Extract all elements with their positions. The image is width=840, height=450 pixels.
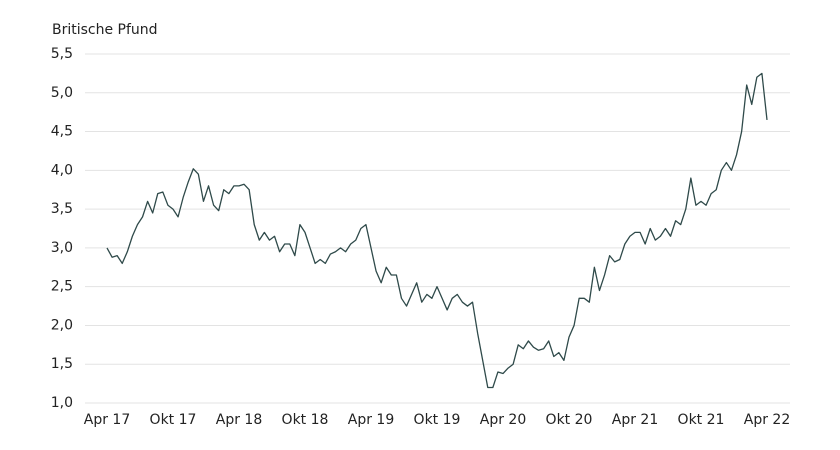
x-tick-label: Apr 21	[612, 412, 658, 428]
x-tick-label: Okt 17	[150, 412, 197, 428]
x-tick-label: Apr 20	[480, 412, 526, 428]
y-tick-label: 3,0	[51, 240, 73, 256]
y-tick-label: 5,0	[51, 85, 73, 101]
line-series	[106, 72, 768, 389]
y-tick-label: 4,5	[51, 124, 73, 140]
x-tick-label: Okt 18	[282, 412, 329, 428]
x-tick-label: Okt 20	[546, 412, 593, 428]
y-tick-label: 5,5	[51, 46, 73, 62]
y-tick-label: 3,5	[51, 201, 73, 217]
x-tick-label: Apr 22	[744, 412, 790, 428]
y-tick-label: 4,0	[51, 162, 73, 178]
x-tick-label: Apr 17	[84, 412, 130, 428]
x-tick-label: Okt 19	[414, 412, 461, 428]
y-axis-title: Britische Pfund	[52, 22, 158, 38]
y-tick-label: 1,0	[51, 395, 73, 411]
y-tick-label: 2,0	[51, 317, 73, 333]
x-tick-label: Apr 19	[348, 412, 394, 428]
y-tick-label: 1,5	[51, 356, 73, 372]
x-tick-label: Apr 18	[216, 412, 262, 428]
y-tick-label: 2,5	[51, 279, 73, 295]
x-tick-label: Okt 21	[678, 412, 725, 428]
